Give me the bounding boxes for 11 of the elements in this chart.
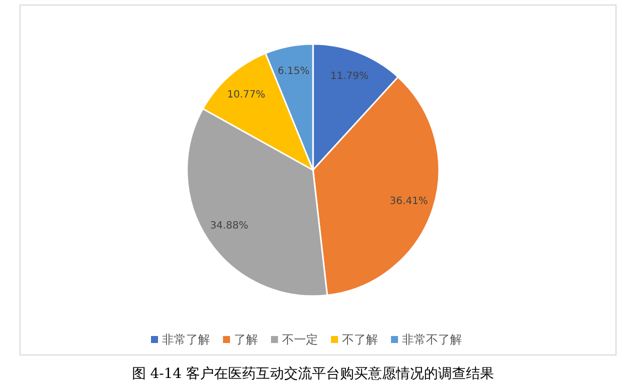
data-label: 34.88% <box>210 220 248 232</box>
data-label: 36.41% <box>390 196 428 207</box>
data-label: 10.77% <box>227 89 266 100</box>
legend-label: 非常了解 <box>162 332 210 346</box>
text: 图 4-14 客户在医药互动交流平台购买意愿情况的调查结果 <box>132 366 494 382</box>
legend-label: 了解 <box>234 332 258 346</box>
data-label: 11.79% <box>330 70 369 82</box>
data-label: 6.15% <box>278 66 310 77</box>
legend-label: 不了解 <box>342 332 378 346</box>
legend-label: 非常不了解 <box>402 332 462 346</box>
legend-label: 不一定 <box>282 332 318 346</box>
